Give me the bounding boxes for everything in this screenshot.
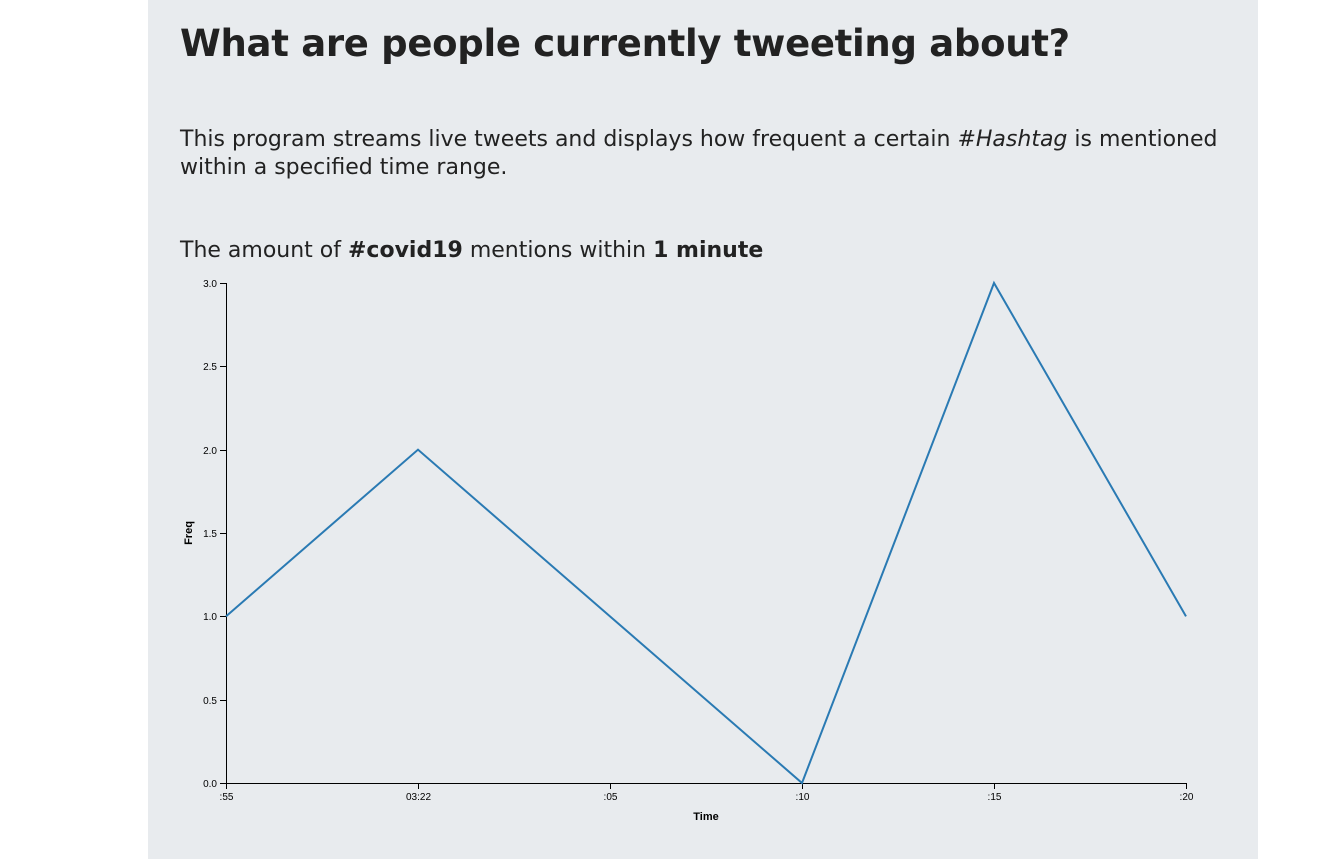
y-axis-label: Freq bbox=[183, 521, 195, 545]
y-tick-label: 1.5 bbox=[203, 529, 217, 540]
y-tick-label: 2.0 bbox=[203, 446, 217, 457]
x-tick-label: :15 bbox=[988, 792, 1002, 803]
y-tick-label: 0.5 bbox=[203, 696, 217, 707]
chart-series bbox=[225, 280, 1187, 785]
series-line bbox=[225, 280, 1187, 785]
chart-heading-middle: mentions within bbox=[462, 238, 654, 263]
x-tick-label: :05 bbox=[604, 792, 618, 803]
x-tick-label: 03:22 bbox=[406, 792, 431, 803]
y-tick-label: 1.0 bbox=[203, 612, 217, 623]
intro-text-before: This program streams live tweets and dis… bbox=[180, 127, 958, 152]
y-tick-label: 0.0 bbox=[203, 779, 217, 790]
x-tick-label: :10 bbox=[796, 792, 810, 803]
chart-heading: The amount of #covid19 mentions within 1… bbox=[180, 238, 763, 263]
intro-text-after: is mentioned within a specified time ran… bbox=[180, 127, 1218, 180]
content-panel bbox=[148, 0, 1258, 859]
chart-heading-prefix: The amount of bbox=[180, 238, 348, 263]
intro-paragraph: This program streams live tweets and dis… bbox=[180, 126, 1220, 182]
chart-heading-hashtag: #covid19 bbox=[348, 238, 463, 263]
y-tick-label: 2.5 bbox=[203, 362, 217, 373]
chart-heading-range: 1 minute bbox=[653, 238, 764, 263]
intro-hashtag-word: #Hashtag bbox=[957, 127, 1068, 152]
y-tick-label: 3.0 bbox=[203, 279, 217, 290]
x-axis-label: Time bbox=[693, 811, 718, 823]
x-axis: :55 03:22 :05 :10 :15 :20 bbox=[220, 783, 1194, 803]
y-axis: 0.0 0.5 1.0 1.5 2.0 2.5 3.0 bbox=[203, 279, 227, 790]
page-title: What are people currently tweeting about… bbox=[180, 22, 1070, 65]
x-tick-label: :55 bbox=[220, 792, 234, 803]
x-tick-label: :20 bbox=[1180, 792, 1194, 803]
